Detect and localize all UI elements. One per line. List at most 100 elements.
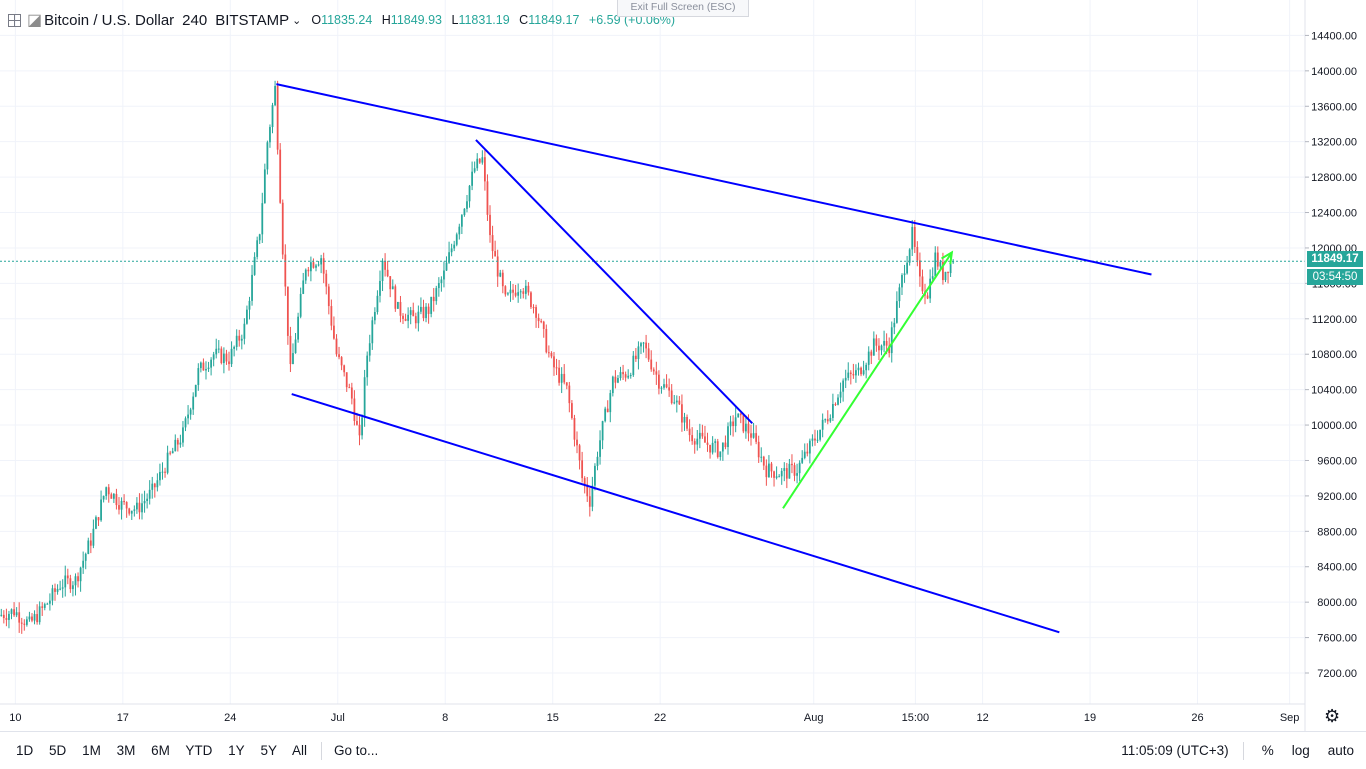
- x-tick-label: 10: [9, 712, 21, 724]
- candle-body: [476, 158, 479, 169]
- chevron-down-icon[interactable]: ⌄: [292, 14, 302, 27]
- candle-body: [745, 423, 747, 432]
- candle-body: [842, 380, 845, 392]
- candle-body: [133, 509, 136, 511]
- toolbar-divider: [321, 741, 322, 760]
- candle-body: [261, 203, 264, 235]
- candle-body: [655, 371, 658, 375]
- tf-1d[interactable]: 1D: [16, 743, 34, 758]
- candle-body: [839, 391, 842, 398]
- candle-body: [192, 396, 195, 410]
- y-tick-label: 8400.00: [1317, 562, 1357, 574]
- log-toggle[interactable]: log: [1291, 743, 1310, 758]
- candle-body: [412, 310, 415, 317]
- settings-gear-icon[interactable]: ⚙: [1324, 706, 1341, 726]
- exit-fullscreen-button[interactable]: Exit Full Screen (ESC): [617, 0, 749, 17]
- candle-body: [338, 354, 340, 358]
- candle-body: [263, 169, 266, 204]
- candle-body: [212, 354, 215, 360]
- candle-body: [77, 576, 79, 582]
- trendline: [475, 139, 754, 424]
- candle-body: [504, 286, 507, 295]
- candle-body: [194, 384, 197, 397]
- candle-body: [171, 451, 174, 454]
- candle-body: [256, 240, 259, 257]
- last-price-tag: 11849.17: [1307, 251, 1363, 267]
- candle-body: [903, 273, 906, 276]
- candle-body: [89, 540, 92, 546]
- candle-body: [540, 321, 543, 323]
- tf-5y[interactable]: 5Y: [260, 743, 277, 758]
- tf-all[interactable]: All: [291, 743, 307, 758]
- candle-body: [102, 495, 105, 500]
- candle-body: [555, 367, 558, 369]
- tf-3m[interactable]: 3M: [116, 743, 136, 758]
- candle-body: [148, 489, 151, 499]
- x-tick-label: Sep: [1280, 712, 1300, 724]
- arrow-line: [782, 251, 953, 509]
- candle-body: [913, 226, 916, 247]
- candle-body: [422, 306, 425, 319]
- candle-body: [619, 372, 622, 379]
- candle-body: [806, 451, 809, 454]
- candle-body: [560, 373, 563, 383]
- percent-toggle[interactable]: %: [1261, 743, 1274, 758]
- candle-body: [553, 356, 555, 368]
- symbol-name[interactable]: Bitcoin / U.S. Dollar: [44, 11, 175, 29]
- y-tick-label: 9600.00: [1317, 455, 1357, 467]
- candle-body: [821, 419, 824, 430]
- candle-body: [880, 345, 883, 351]
- candle-body: [450, 248, 453, 253]
- interval[interactable]: 240: [182, 11, 208, 29]
- candle-body: [123, 500, 125, 503]
- candle-body: [729, 421, 732, 427]
- close-label: C: [519, 13, 529, 27]
- candle-body: [20, 622, 23, 624]
- goto-button[interactable]: Go to...: [334, 743, 379, 758]
- candle-body: [125, 502, 128, 509]
- candle-body: [330, 306, 333, 326]
- tf-ytd[interactable]: YTD: [185, 743, 213, 758]
- tf-6m[interactable]: 6M: [151, 743, 170, 758]
- candle-body: [696, 438, 699, 445]
- candle-body: [642, 342, 645, 344]
- candle-body: [240, 338, 243, 341]
- candle-body: [870, 351, 873, 356]
- candle-body: [315, 265, 317, 268]
- y-tick-label: 11200.00: [1312, 314, 1357, 326]
- candle-body: [801, 457, 804, 463]
- arrow-head: [941, 250, 954, 265]
- candle-body: [832, 404, 834, 418]
- candle-body: [207, 367, 210, 370]
- candle-body: [829, 417, 832, 422]
- candle-body: [883, 340, 885, 346]
- candle-body: [622, 372, 624, 375]
- tf-5d[interactable]: 5D: [49, 743, 67, 758]
- candle-body: [297, 316, 299, 340]
- candle-body: [246, 309, 248, 324]
- auto-toggle[interactable]: auto: [1327, 743, 1354, 758]
- candle-body: [624, 374, 627, 378]
- candle-body: [381, 260, 384, 281]
- candle-body: [489, 214, 491, 236]
- candle-body: [82, 560, 85, 568]
- open-label: O: [311, 13, 322, 27]
- candle-body: [420, 306, 422, 312]
- candle-body: [289, 335, 292, 365]
- chart-props-icon[interactable]: [8, 13, 21, 27]
- timeframe-buttons: 1D 5D 1M 3M 6M YTD 1Y 5Y All: [16, 743, 319, 758]
- exchange[interactable]: BITSTAMP: [215, 11, 290, 29]
- tf-1m[interactable]: 1M: [82, 743, 101, 758]
- clock[interactable]: 11:05:09 (UTC+3): [1121, 743, 1229, 758]
- candle-body: [5, 618, 8, 620]
- bitstamp-logo-icon: ◪: [27, 12, 43, 29]
- candle-body: [284, 254, 287, 287]
- candle-body: [550, 352, 553, 357]
- candle-body: [333, 325, 335, 339]
- candle-body: [601, 421, 604, 441]
- candle-body: [87, 540, 90, 554]
- candle-body: [271, 105, 274, 128]
- high-label: H: [381, 13, 391, 27]
- tf-1y[interactable]: 1Y: [228, 743, 245, 758]
